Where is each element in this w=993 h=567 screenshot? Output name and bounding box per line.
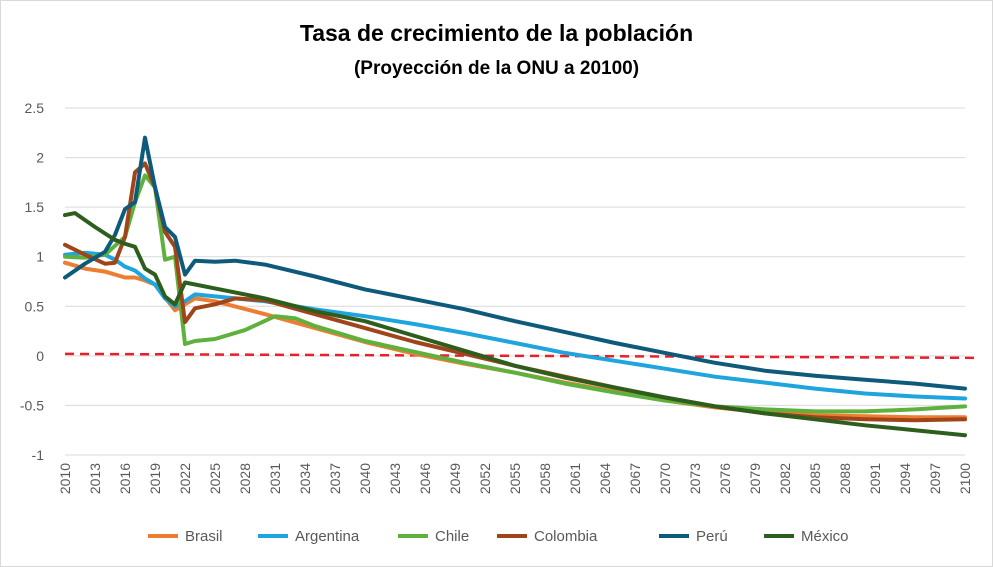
y-tick-label: 2.5: [25, 100, 45, 116]
x-tick-label: 2043: [387, 463, 403, 494]
y-tick-label: 1: [36, 249, 44, 265]
y-tick-label: 1.5: [25, 199, 45, 215]
legend-label-brasil: Brasil: [185, 528, 223, 545]
x-tick-label: 2067: [627, 463, 643, 494]
series-line-colombia: [63, 161, 967, 423]
x-tick-label: 2055: [507, 463, 523, 494]
x-tick-label: 2064: [597, 463, 613, 494]
y-tick-label: -0.5: [20, 397, 44, 413]
x-tick-label: 2031: [267, 463, 283, 494]
legend-label-argentina: Argentina: [295, 528, 360, 545]
legend-label-colombia: Colombia: [534, 528, 598, 545]
x-tick-label: 2058: [537, 463, 553, 494]
x-tick-label: 2049: [447, 463, 463, 494]
x-tick-label: 2085: [807, 463, 823, 494]
x-tick-label: 2037: [327, 463, 343, 494]
chart-title: Tasa de crecimiento de la población: [299, 20, 694, 46]
legend-label-méxico: México: [801, 528, 849, 545]
x-tick-label: 2019: [147, 463, 163, 494]
x-tick-label: 2076: [717, 463, 733, 494]
x-axis-ticks: 2010 2013 2016 2019 2022 2025 2028 2031 2034 2037…: [57, 463, 973, 494]
series-line-méxico: [63, 211, 967, 438]
y-tick-label: 0.5: [25, 298, 45, 314]
chart-subtitle: (Proyección de la ONU a 20100): [353, 58, 640, 79]
x-tick-label: 2097: [927, 463, 943, 494]
x-tick-label: 2091: [867, 463, 883, 494]
legend-label-perú: Perú: [696, 528, 728, 545]
x-tick-label: 2013: [87, 463, 103, 494]
y-tick-label: -1: [32, 447, 45, 463]
x-tick-label: 2028: [237, 463, 253, 494]
y-tick-label: 2: [36, 150, 44, 166]
x-tick-label: 2088: [837, 463, 853, 494]
x-tick-label: 2052: [477, 463, 493, 494]
x-tick-label: 2100: [957, 463, 973, 494]
x-tick-label: 2040: [357, 463, 373, 494]
x-tick-label: 2025: [207, 463, 223, 494]
x-tick-label: 2061: [567, 463, 583, 494]
y-axis-ticks: 2.5 2 1.5 1 0.5 0 -0.5 -1: [20, 100, 44, 463]
y-tick-label: 0: [36, 348, 44, 364]
gridlines: [65, 107, 965, 456]
x-tick-label: 2034: [297, 463, 313, 494]
x-tick-label: 2082: [777, 463, 793, 494]
x-tick-label: 2079: [747, 463, 763, 494]
x-tick-label: 2022: [177, 463, 193, 494]
legend: Brasil Argentina Chile Colombia Perú México: [148, 528, 849, 545]
x-tick-label: 2073: [687, 463, 703, 494]
x-tick-label: 2046: [417, 463, 433, 494]
reference-line-group: [64, 352, 978, 360]
x-tick-label: 2094: [897, 463, 913, 494]
x-tick-label: 2070: [657, 463, 673, 494]
legend-label-chile: Chile: [435, 528, 469, 545]
x-tick-label: 2016: [117, 463, 133, 494]
series-lines: [63, 135, 967, 438]
x-tick-label: 2010: [57, 463, 73, 494]
zero-reference-line: [64, 352, 978, 360]
series-line-perú: [63, 135, 967, 391]
